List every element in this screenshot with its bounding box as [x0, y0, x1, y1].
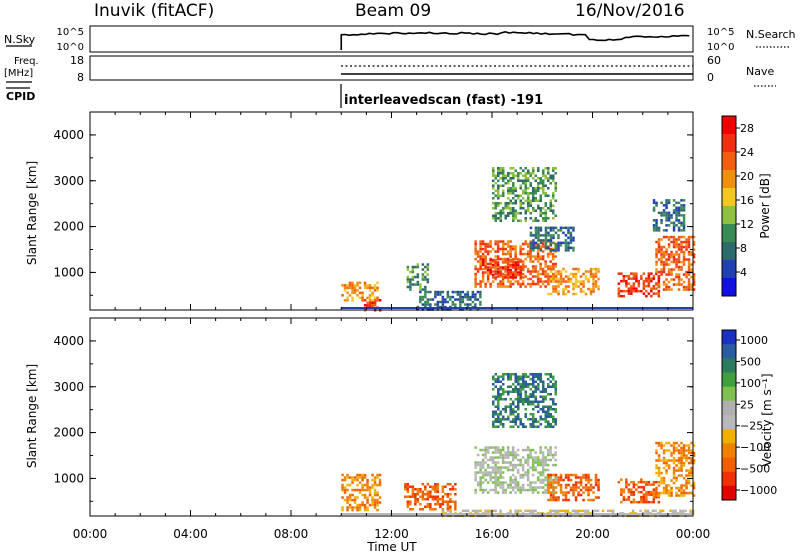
vel-cluster-2	[474, 446, 557, 494]
vel-cbar-tick: −1000	[740, 484, 777, 497]
nave-tick-bottom: 0	[707, 71, 714, 84]
nsearch-label: N.Search	[746, 28, 796, 41]
power-colorbar: 4 8 12 16 20 24 28	[721, 115, 754, 297]
time-axis: 00:00 04:00 08:00 12:00 16:00 20:00 00:00	[73, 527, 711, 541]
vel-cbar-tick: −500	[740, 463, 770, 476]
freq-tick-bottom: 8	[77, 71, 84, 84]
power-ytick-label: 3000	[53, 174, 84, 188]
beam-title: Beam 09	[355, 1, 431, 21]
vel-ytick-label: 1000	[53, 471, 84, 485]
power-cluster-10	[652, 199, 686, 232]
vel-cbar-tick: −25	[740, 420, 763, 433]
vel-ytick-label: 2000	[53, 426, 84, 440]
cpid-label: CPID	[6, 90, 35, 103]
power-frame	[89, 111, 694, 311]
power-cluster-2	[406, 263, 430, 291]
vel-cluster-4	[547, 473, 600, 502]
xtick-label: 12:00	[374, 527, 409, 541]
nsearch-tick-top: 10^5	[707, 27, 734, 38]
velocity-data-layer	[341, 373, 696, 518]
power-cbar-label: Power [dB]	[758, 173, 772, 238]
power-cluster-4	[481, 258, 525, 279]
power-cbar-tick: 24	[740, 146, 754, 159]
power-ylabel: Slant Range [km]	[25, 161, 39, 265]
xtick-label: 04:00	[173, 527, 208, 541]
power-cluster-7	[529, 226, 575, 252]
velocity-ylabel: Slant Range [km]	[25, 364, 39, 468]
velocity-axes: 1000 2000 3000 4000	[53, 318, 694, 516]
power-cbar-tick: 12	[740, 218, 754, 231]
power-axes: 1000 2000 3000 4000	[53, 112, 694, 310]
vel-cbar-tick: 1000	[740, 334, 768, 347]
vel-cbar-tick: 25	[740, 398, 754, 411]
vel-ytick-label: 3000	[53, 380, 84, 394]
power-cluster-8	[617, 272, 661, 298]
vel-cluster-5	[617, 478, 661, 504]
vel-cluster-0	[341, 473, 382, 512]
xtick-label: 00:00	[676, 527, 711, 541]
freq-unit: [MHz]	[4, 68, 33, 79]
date-title: 16/Nov/2016	[575, 1, 685, 21]
power-cluster-5	[547, 267, 600, 296]
power-cluster-0	[341, 281, 379, 302]
nave-label: Nave	[746, 65, 774, 78]
vel-ytick-label: 4000	[53, 334, 84, 348]
xtick-label: 16:00	[475, 527, 510, 541]
power-cbar-tick: 4	[740, 266, 747, 279]
vel-cluster-6	[655, 441, 696, 497]
power-cbar-tick: 20	[740, 170, 754, 183]
velocity-cbar-label: Velocity [m s⁻¹]	[760, 373, 774, 466]
vel-cbar-tick: 100	[740, 377, 761, 390]
vel-cluster-3	[492, 373, 557, 428]
nsky-panel	[89, 25, 694, 53]
nsky-tick-top: 10^5	[57, 27, 84, 38]
nsearch-tick-bottom: 10^0	[707, 42, 734, 53]
power-ytick-label: 1000	[53, 265, 84, 279]
nsky-label: N.Sky	[4, 33, 36, 46]
power-cbar-tick: 16	[740, 194, 754, 207]
vel-cbar-tick: −100	[740, 441, 770, 454]
nsky-trace	[340, 30, 690, 50]
time-xlabel: Time UT	[366, 540, 417, 554]
power-cluster-11	[416, 290, 482, 311]
power-cbar-tick: 28	[740, 122, 754, 135]
power-cbar-tick: 8	[740, 242, 747, 255]
xtick-label: 00:00	[73, 527, 108, 541]
power-ytick-label: 4000	[53, 128, 84, 142]
nave-tick-top: 60	[707, 54, 721, 67]
freq-tick-top: 18	[70, 54, 84, 67]
velocity-colorbar: 1000 500 100 25 −25 −100 −500 −1000	[721, 329, 777, 501]
nsky-tick-bottom: 10^0	[57, 42, 84, 53]
cpid-text: interleavedscan (fast) -191	[344, 93, 543, 108]
power-cluster-6	[492, 167, 557, 222]
xtick-label: 20:00	[575, 527, 610, 541]
vel-cbar-tick: 500	[740, 355, 761, 368]
station-title: Inuvik (fitACF)	[94, 1, 214, 21]
power-data-layer	[341, 167, 696, 312]
power-ytick-label: 2000	[53, 220, 84, 234]
xtick-label: 08:00	[274, 527, 309, 541]
velocity-frame	[89, 317, 694, 517]
power-cluster-9	[655, 235, 696, 291]
freq-panel	[89, 55, 694, 81]
vel-cluster-1	[404, 483, 457, 511]
freq-label: Freq.	[14, 56, 39, 67]
